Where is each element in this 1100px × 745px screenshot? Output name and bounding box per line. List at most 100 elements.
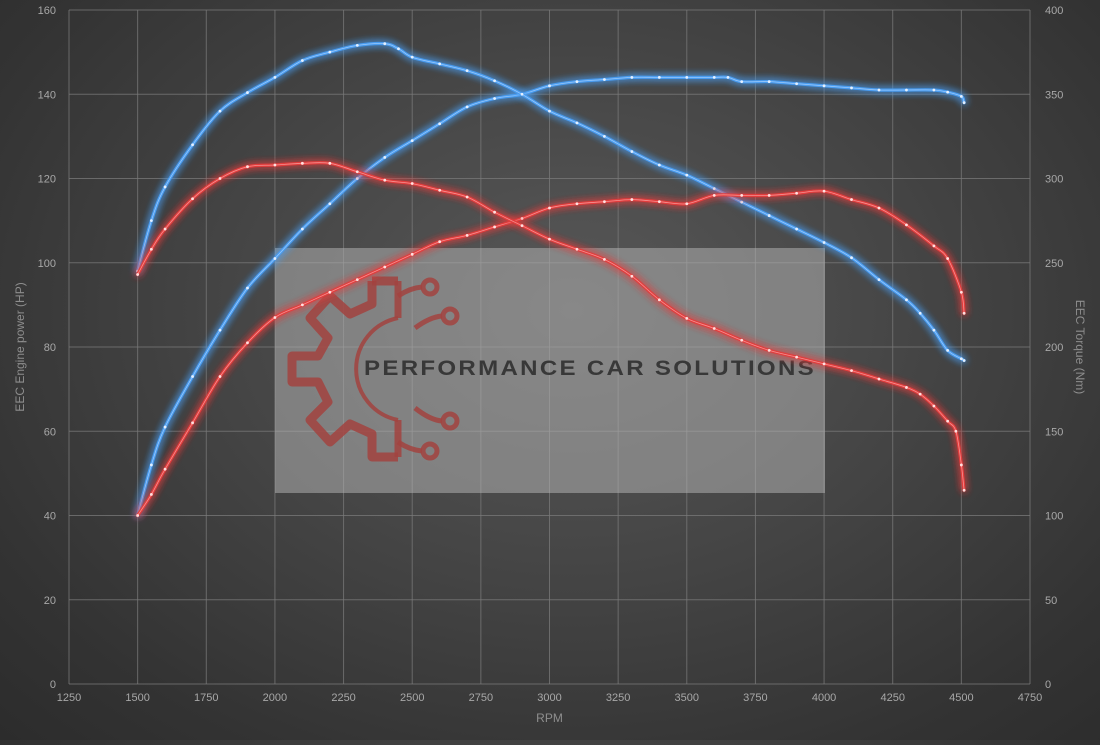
y-right-tick-label: 0 <box>1045 679 1051 691</box>
data-point <box>767 80 771 84</box>
data-point <box>932 244 936 248</box>
data-point <box>410 252 414 256</box>
data-point <box>149 247 153 251</box>
data-point <box>383 42 387 46</box>
data-point <box>328 202 332 206</box>
data-point <box>946 90 950 94</box>
data-point <box>438 240 442 244</box>
series-line-highlight <box>137 162 965 491</box>
data-point <box>163 467 167 471</box>
x-tick-label: 1250 <box>57 692 81 704</box>
data-point <box>959 357 963 361</box>
data-point <box>740 80 744 84</box>
data-point <box>630 198 634 201</box>
x-tick-label: 4250 <box>880 692 904 704</box>
data-point <box>300 161 304 165</box>
data-point <box>932 404 936 408</box>
y-right-tick-label: 200 <box>1045 342 1063 354</box>
data-point <box>905 298 908 302</box>
data-point <box>603 257 606 261</box>
data-point <box>328 290 332 294</box>
data-point <box>383 265 387 269</box>
data-point <box>918 392 922 396</box>
watermark-panel <box>275 248 825 493</box>
data-point <box>877 278 881 281</box>
x-tick-label: 2750 <box>469 692 493 704</box>
data-point <box>191 421 194 425</box>
data-point <box>163 185 167 189</box>
data-point <box>355 43 359 47</box>
data-point <box>630 150 634 153</box>
x-tick-label: 3500 <box>675 692 699 704</box>
data-point <box>149 219 153 223</box>
data-point <box>767 193 771 197</box>
data-point <box>300 227 304 231</box>
y-left-tick-label: 60 <box>44 426 56 438</box>
data-point <box>795 82 799 86</box>
data-point <box>962 311 966 315</box>
x-axis-title: RPM <box>536 711 563 725</box>
gear-circuit-icon <box>287 276 460 462</box>
data-point <box>850 198 853 201</box>
data-point <box>740 338 744 342</box>
y-axis-left-title: EEC Engine power (HP) <box>13 282 27 411</box>
data-point <box>163 425 167 429</box>
y-right-tick-label: 100 <box>1045 511 1063 523</box>
data-point <box>575 247 579 251</box>
x-tick-label: 4500 <box>949 692 973 704</box>
data-point <box>191 197 194 201</box>
x-tick-label: 1500 <box>125 692 149 704</box>
data-point <box>946 348 950 352</box>
data-point <box>273 316 277 319</box>
data-point <box>273 163 277 167</box>
y-right-tick-label: 350 <box>1045 89 1063 101</box>
data-point <box>767 348 771 352</box>
y-left-tick-label: 20 <box>44 595 56 607</box>
data-point <box>918 311 922 315</box>
data-point <box>726 76 730 79</box>
data-point <box>218 375 222 378</box>
series-power-stock <box>136 189 966 518</box>
x-tick-label: 1750 <box>194 692 218 704</box>
data-point <box>465 195 469 199</box>
x-tick-label: 3000 <box>537 692 561 704</box>
data-point <box>959 290 963 294</box>
data-point <box>438 62 442 66</box>
data-point <box>493 97 496 100</box>
y-left-tick-label: 0 <box>50 679 56 691</box>
data-point <box>163 227 167 231</box>
data-point <box>959 94 963 98</box>
data-point <box>657 200 661 204</box>
x-tick-label: 2500 <box>400 692 424 704</box>
data-point <box>149 493 153 496</box>
data-point <box>355 278 359 281</box>
data-point <box>877 88 881 92</box>
data-point <box>328 161 332 165</box>
data-point <box>575 121 579 125</box>
x-tick-label: 4750 <box>1018 692 1042 704</box>
data-point <box>905 88 908 92</box>
data-point <box>767 214 771 217</box>
y-left-tick-label: 100 <box>38 258 56 270</box>
data-point <box>520 92 524 96</box>
y-left-tick-label: 40 <box>44 511 56 523</box>
data-point <box>905 223 908 227</box>
x-tick-label: 2250 <box>331 692 355 704</box>
data-point <box>191 143 194 147</box>
series-layer <box>136 41 966 518</box>
data-point <box>465 69 469 73</box>
series-power-tuned <box>136 75 966 518</box>
data-point <box>493 79 496 83</box>
data-point <box>493 210 496 214</box>
data-point <box>273 76 277 79</box>
data-point <box>355 170 359 174</box>
data-point <box>328 50 332 54</box>
data-point <box>822 84 826 88</box>
series-line-highlight <box>137 190 965 516</box>
series-line-highlight <box>137 43 965 361</box>
data-point <box>850 256 853 260</box>
data-point <box>273 257 277 260</box>
data-point <box>410 182 414 185</box>
